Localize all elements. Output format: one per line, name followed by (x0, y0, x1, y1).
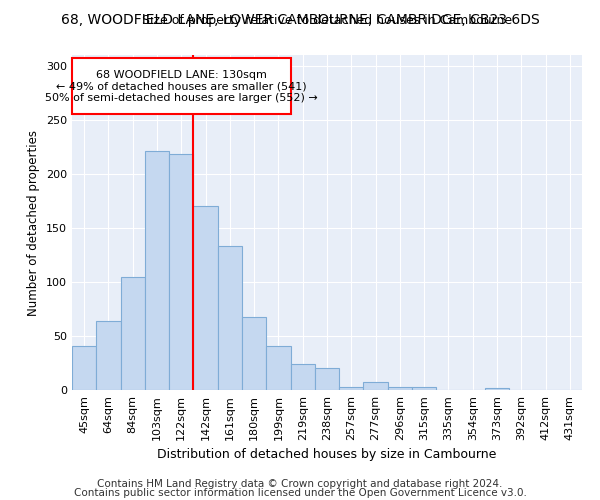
Bar (121, 276, 145, 390)
Bar (485, 388, 509, 390)
Bar (218, 246, 242, 390)
Bar (339, 387, 364, 390)
Text: Contains public sector information licensed under the Open Government Licence v3: Contains public sector information licen… (74, 488, 526, 498)
Text: 68 WOODFIELD LANE: 130sqm
← 49% of detached houses are smaller (541)
50% of semi: 68 WOODFIELD LANE: 130sqm ← 49% of detac… (45, 70, 317, 103)
Text: Contains HM Land Registry data © Crown copyright and database right 2024.: Contains HM Land Registry data © Crown c… (97, 479, 503, 489)
Title: Size of property relative to detached houses in Cambourne: Size of property relative to detached ho… (142, 14, 512, 28)
Bar (364, 382, 388, 390)
Bar (266, 346, 290, 390)
Y-axis label: Number of detached properties: Number of detached properties (28, 130, 40, 316)
Bar (242, 316, 266, 390)
X-axis label: Distribution of detached houses by size in Cambourne: Distribution of detached houses by size … (157, 448, 497, 462)
Bar (72, 346, 96, 390)
Bar (193, 206, 218, 390)
Bar (315, 368, 339, 390)
Bar (96, 321, 121, 390)
Bar (388, 387, 412, 390)
FancyBboxPatch shape (72, 58, 290, 114)
Text: 68, WOODFIELD LANE, LOWER CAMBOURNE, CAMBRIDGE, CB23 6DS: 68, WOODFIELD LANE, LOWER CAMBOURNE, CAM… (61, 12, 539, 26)
Bar (290, 364, 315, 390)
Bar (145, 151, 169, 390)
Bar (412, 387, 436, 390)
Bar (169, 154, 193, 390)
